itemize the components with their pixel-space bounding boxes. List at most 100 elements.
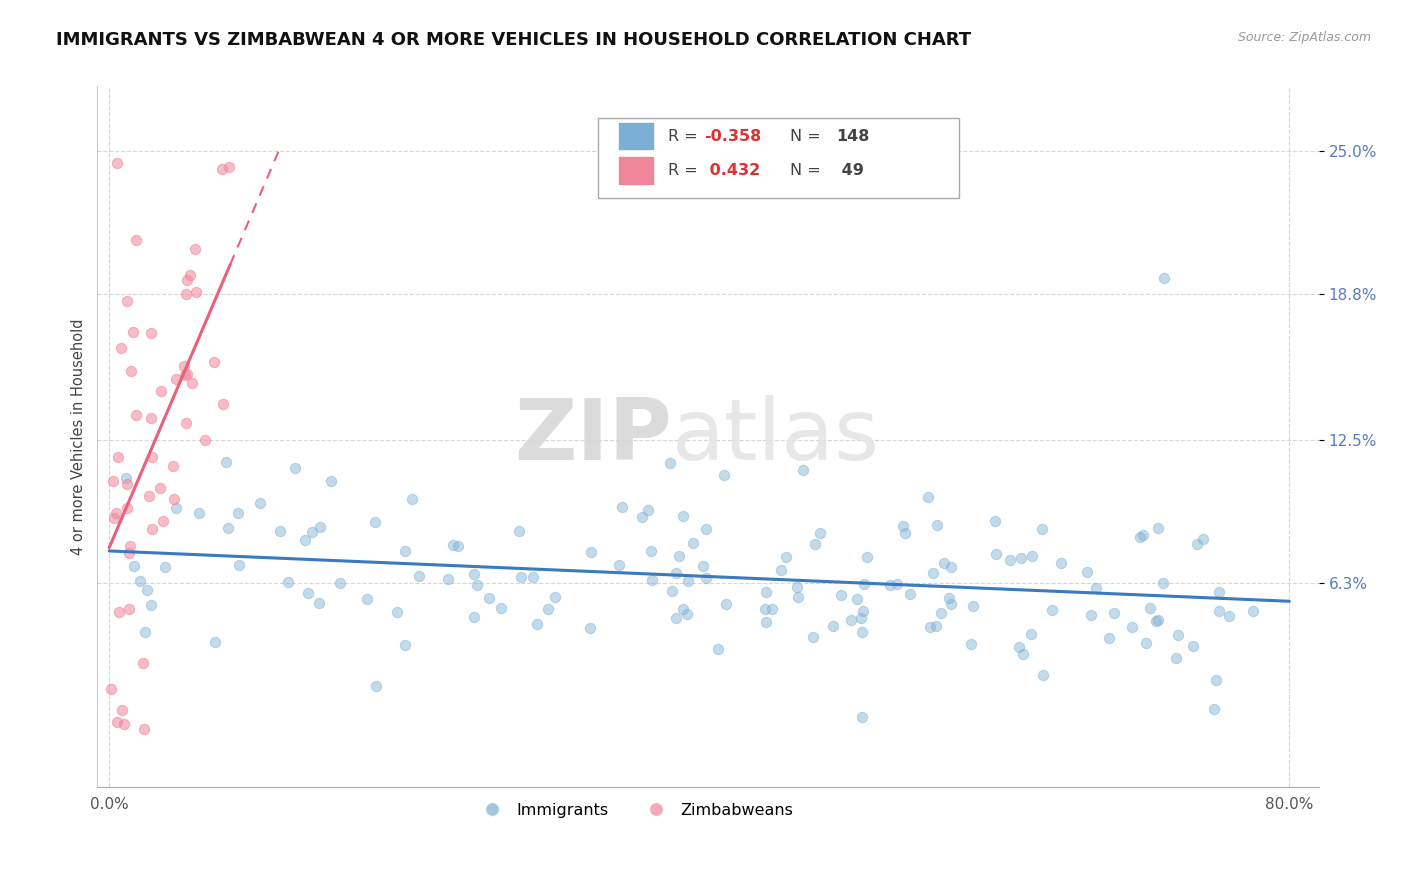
Point [1000, 553, 1022, 567]
Point [1164, 651, 1187, 665]
Point [132, 722, 155, 736]
Point [637, 503, 659, 517]
Point [437, 572, 460, 586]
Point [755, 584, 778, 599]
Point [277, 575, 299, 590]
Point [792, 463, 814, 477]
Point [212, 397, 235, 411]
Point [162, 458, 184, 473]
Point [579, 621, 602, 635]
Point [394, 639, 416, 653]
Point [932, 556, 955, 570]
Point [105, 155, 128, 169]
Point [661, 583, 683, 598]
Point [754, 601, 776, 615]
Point [1187, 537, 1209, 551]
Point [770, 563, 793, 577]
Point [174, 416, 197, 430]
Point [183, 242, 205, 256]
Point [856, 550, 879, 565]
Point [1050, 556, 1073, 570]
Point [852, 604, 875, 618]
Point [228, 558, 250, 572]
Point [1202, 701, 1225, 715]
Point [939, 598, 962, 612]
Point [179, 268, 201, 283]
Point [202, 355, 225, 369]
Point [115, 471, 138, 485]
Text: atlas: atlas [672, 395, 879, 478]
Point [134, 625, 156, 640]
Point [139, 326, 162, 340]
Point [118, 539, 141, 553]
Point [309, 520, 332, 534]
Text: 49: 49 [837, 163, 865, 178]
Point [165, 372, 187, 386]
Point [204, 635, 226, 649]
Point [851, 624, 873, 639]
Point [176, 367, 198, 381]
Point [329, 576, 352, 591]
Point [675, 607, 697, 621]
Point [150, 384, 173, 398]
Point [879, 578, 901, 592]
Point [174, 287, 197, 301]
Point [401, 491, 423, 506]
Point [665, 566, 688, 580]
Point [1021, 549, 1043, 564]
Text: R =: R = [668, 163, 703, 178]
Point [1182, 639, 1205, 653]
Point [925, 517, 948, 532]
Text: ZIP: ZIP [513, 395, 672, 478]
Point [463, 566, 485, 581]
Point [1010, 550, 1032, 565]
Point [149, 481, 172, 495]
Point [1076, 565, 1098, 579]
Point [672, 508, 695, 523]
Point [929, 606, 952, 620]
Point [1146, 521, 1168, 535]
Point [1084, 581, 1107, 595]
Point [808, 526, 831, 541]
Bar [619, 123, 654, 149]
Point [925, 619, 948, 633]
Point [385, 605, 408, 619]
Point [1129, 530, 1152, 544]
Point [107, 450, 129, 464]
Point [761, 601, 783, 615]
Point [984, 514, 1007, 528]
Point [1208, 585, 1230, 599]
Point [120, 364, 142, 378]
Point [1040, 602, 1063, 616]
Point [852, 576, 875, 591]
Point [682, 536, 704, 550]
Point [294, 533, 316, 547]
Point [918, 620, 941, 634]
Point [105, 715, 128, 730]
Point [509, 569, 531, 583]
Point [118, 546, 141, 560]
Point [1144, 614, 1167, 628]
Point [269, 524, 291, 538]
Point [129, 574, 152, 589]
Point [139, 598, 162, 612]
Point [112, 717, 135, 731]
Point [110, 703, 132, 717]
Point [672, 602, 695, 616]
Point [641, 573, 664, 587]
Point [141, 450, 163, 465]
Point [1167, 628, 1189, 642]
Point [176, 273, 198, 287]
Text: 0.432: 0.432 [704, 163, 761, 178]
Point [125, 233, 148, 247]
Point [939, 559, 962, 574]
Point [612, 500, 634, 514]
Point [775, 550, 797, 565]
Point [110, 341, 132, 355]
Point [1012, 648, 1035, 662]
Point [1241, 604, 1264, 618]
Point [188, 507, 211, 521]
Point [141, 522, 163, 536]
Point [215, 455, 238, 469]
Point [321, 474, 343, 488]
